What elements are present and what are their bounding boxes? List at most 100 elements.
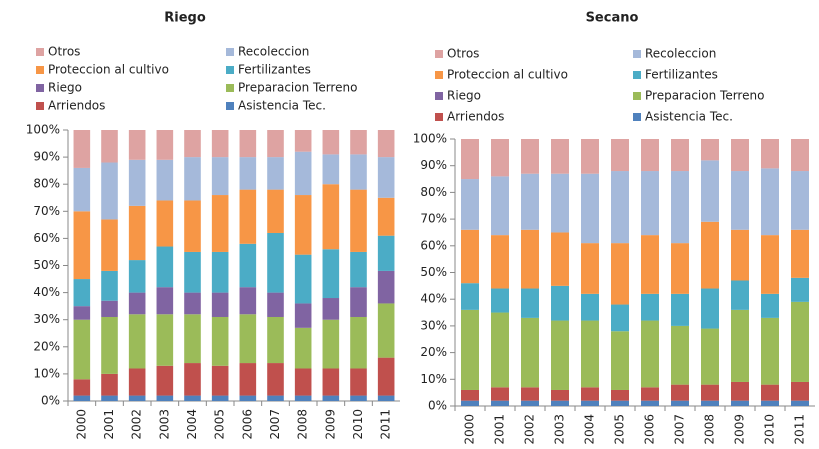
bar-segment — [671, 243, 689, 294]
bar-segment — [294, 327, 312, 369]
bar-segment — [521, 387, 539, 401]
bar-segment — [761, 139, 779, 169]
bar-segment — [611, 389, 629, 401]
x-tick-label: 2002 — [130, 409, 144, 440]
bar-segment — [611, 304, 629, 332]
bar-segment — [791, 277, 809, 302]
bar-segment — [521, 139, 539, 174]
x-tick-label: 2005 — [213, 409, 227, 440]
legend-swatch — [633, 50, 641, 58]
legend-label: Riego — [447, 89, 481, 103]
legend-label: Riego — [48, 81, 82, 95]
bar-segment — [294, 151, 312, 196]
bar-segment — [377, 157, 395, 198]
bar-segment — [791, 381, 809, 401]
legend-swatch — [435, 92, 443, 100]
bar-segment — [731, 229, 749, 281]
legend-swatch — [226, 102, 234, 110]
bar-segment — [267, 130, 284, 158]
bar-segment — [491, 312, 509, 388]
bar-segment — [701, 139, 719, 161]
legend-swatch — [36, 102, 44, 110]
x-tick-label: 2006 — [240, 409, 254, 440]
bar-segment — [761, 317, 779, 385]
bar-segment — [491, 288, 509, 313]
bar-segment — [521, 229, 539, 289]
bar-segment — [461, 179, 479, 230]
legend-label: Otros — [48, 45, 80, 59]
x-tick-label: 2010 — [763, 414, 777, 445]
bar-segment — [731, 171, 749, 230]
legend-label: Otros — [447, 47, 479, 61]
bar-segment — [581, 320, 599, 388]
bar-segment — [294, 130, 312, 152]
bar-segment — [461, 389, 479, 401]
bar-segment — [611, 243, 629, 305]
bar-segment — [377, 395, 395, 401]
legend-label: Preparacion Terreno — [645, 89, 764, 103]
bar-segment — [101, 130, 118, 163]
bar-segment — [491, 387, 509, 401]
bar-segment — [128, 260, 146, 293]
bar-segment — [641, 400, 659, 406]
chart-title: Riego — [164, 11, 206, 26]
bar-segment — [521, 400, 539, 406]
bar-segment — [350, 251, 367, 288]
bar-segment — [461, 309, 479, 390]
y-tick-label: 0% — [428, 399, 447, 413]
bar-segment — [211, 365, 229, 396]
bar-segment — [611, 139, 629, 172]
y-tick-label: 60% — [33, 231, 60, 245]
bar-segment — [211, 130, 229, 158]
bar-segment — [239, 287, 257, 315]
bar-segment — [294, 254, 312, 304]
bar-segment — [73, 306, 91, 320]
x-tick-label: 2011 — [793, 414, 807, 445]
bar-segment — [267, 292, 284, 317]
bar-segment — [267, 232, 284, 293]
bar-segment — [322, 298, 340, 320]
x-tick-label: 2008 — [703, 414, 717, 445]
bar-segment — [461, 229, 479, 284]
y-tick-label: 10% — [420, 372, 447, 386]
bar-segment — [267, 395, 284, 401]
legend-swatch — [435, 71, 443, 79]
bar-segment — [128, 395, 146, 401]
y-tick-label: 40% — [33, 285, 60, 299]
bar-segment — [184, 200, 201, 252]
bar-segment — [377, 270, 395, 304]
bar-segment — [461, 139, 479, 180]
bar-segment — [350, 316, 367, 369]
bar-segment — [701, 384, 719, 401]
x-tick-label: 2007 — [673, 414, 687, 445]
bar-segment — [101, 316, 118, 374]
bar-segment — [211, 316, 229, 366]
bar-segment — [239, 130, 257, 158]
bar-segment — [211, 292, 229, 317]
bar-segment — [156, 130, 174, 160]
y-tick-label: 100% — [413, 132, 447, 146]
bar-segment — [701, 160, 719, 222]
legend-swatch — [633, 92, 641, 100]
bar-segment — [322, 319, 340, 369]
x-tick-label: 2000 — [463, 414, 477, 445]
bar-segment — [128, 314, 146, 369]
bar-segment — [184, 314, 201, 364]
bar-segment — [671, 293, 689, 326]
bar-segment — [239, 395, 257, 401]
y-tick-label: 10% — [33, 366, 60, 380]
bar-segment — [761, 293, 779, 318]
x-tick-label: 2009 — [323, 409, 337, 440]
bar-segment — [731, 309, 749, 382]
y-tick-label: 50% — [420, 265, 447, 279]
bar-segment — [377, 197, 395, 236]
bar-segment — [761, 384, 779, 401]
bar-segment — [671, 400, 689, 406]
bar-segment — [128, 292, 146, 315]
bar-segment — [350, 395, 367, 401]
y-tick-label: 30% — [420, 318, 447, 332]
bar-segment — [551, 389, 569, 401]
bar-segment — [791, 171, 809, 230]
legend-swatch — [633, 113, 641, 121]
